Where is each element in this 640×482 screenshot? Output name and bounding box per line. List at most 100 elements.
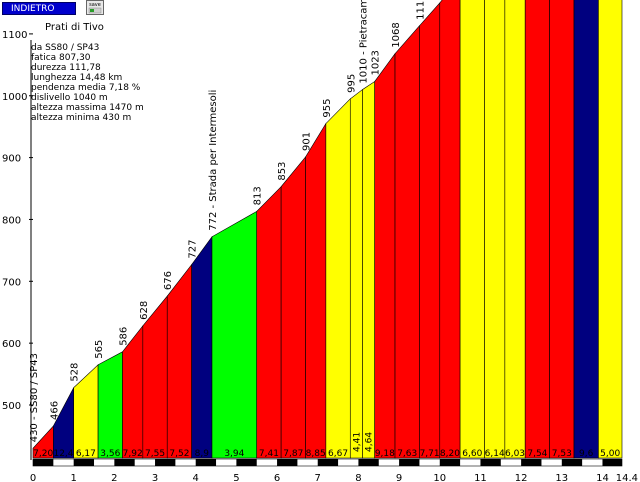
x-tick-label-12: 12 bbox=[515, 473, 528, 482]
elevation-label-13: 995 bbox=[346, 74, 357, 93]
gradient-label-15: 9,18 bbox=[375, 449, 395, 459]
info-line-2: durezza 111,78 bbox=[31, 63, 101, 73]
gradient-label-23: 7,53 bbox=[552, 449, 572, 459]
x-tick-label-9: 9 bbox=[396, 473, 402, 482]
gradient-label-18: 8,20 bbox=[440, 449, 460, 459]
gradient-label-22: 7,54 bbox=[527, 449, 547, 459]
gradient-label-25: 5,00 bbox=[600, 449, 620, 459]
x-tick-label-3: 3 bbox=[152, 473, 158, 482]
x-tick-label-5: 5 bbox=[233, 473, 239, 482]
km-strip-block-3 bbox=[155, 459, 176, 466]
km-strip-block-2 bbox=[114, 459, 135, 466]
x-tick-label-4: 4 bbox=[193, 473, 199, 482]
gradient-label-13: 4,41 bbox=[352, 432, 362, 452]
km-strip-block-5 bbox=[236, 459, 257, 466]
elevation-label-11: 901 bbox=[302, 132, 313, 151]
elevation-label-10: 853 bbox=[277, 162, 288, 181]
elevation-label-5: 628 bbox=[139, 301, 150, 320]
elevation-label-0: 430 - SS80 / SP43 bbox=[29, 353, 40, 442]
gradient-segment-15 bbox=[374, 52, 396, 459]
km-strip-block-1 bbox=[73, 459, 95, 466]
gradient-segment-14 bbox=[362, 80, 375, 459]
gradient-segment-8 bbox=[211, 210, 258, 459]
info-line-6: altezza massima 1470 m bbox=[31, 103, 144, 113]
elevation-label-1: 466 bbox=[49, 401, 60, 420]
gradient-label-24: 9,6 bbox=[579, 449, 594, 459]
elevation-label-6: 676 bbox=[163, 271, 174, 290]
x-tick-label-0: 0 bbox=[30, 473, 36, 482]
km-strip-block-4 bbox=[195, 459, 217, 466]
gradient-label-10: 7,87 bbox=[283, 449, 303, 459]
km-strip-block-11 bbox=[480, 459, 501, 466]
gradient-label-7: 8,9 bbox=[195, 449, 210, 459]
elevation-label-16: 1068 bbox=[391, 22, 402, 47]
y-tick-label-2: 700 bbox=[2, 277, 21, 288]
gradient-segment-17 bbox=[419, 2, 441, 459]
gradient-segment-13 bbox=[349, 88, 363, 459]
gradient-label-9: 7,41 bbox=[259, 449, 279, 459]
gradient-segment-23 bbox=[549, 0, 575, 459]
elevation-label-3: 565 bbox=[94, 340, 105, 359]
gradient-label-16: 7,63 bbox=[397, 449, 417, 459]
elevation-label-9: 813 bbox=[253, 186, 264, 205]
elevation-label-15: 1023 bbox=[371, 50, 382, 75]
elevation-label-2: 528 bbox=[70, 363, 81, 382]
gradient-label-11: 8,85 bbox=[306, 449, 326, 459]
x-tick-label-11: 11 bbox=[474, 473, 487, 482]
gradient-label-14: 4,64 bbox=[365, 432, 375, 452]
km-strip-block-12 bbox=[521, 459, 542, 466]
save-icon[interactable]: save bbox=[86, 0, 104, 15]
point-labels: 430 - SS80 / SP43 466 528 565 586 628 676 727 77… bbox=[29, 0, 426, 442]
gradient-segment-11 bbox=[305, 122, 327, 459]
x-tick-label-2: 2 bbox=[111, 473, 117, 482]
km-strip-block-14 bbox=[602, 459, 622, 466]
gradient-segment-16 bbox=[394, 25, 420, 459]
x-tick-label-8: 8 bbox=[355, 473, 361, 482]
elevation-label-8: 772 - Strada per Intermesoli bbox=[208, 90, 219, 231]
x-tick-label-7: 7 bbox=[315, 473, 321, 482]
x-tick-label-6: 6 bbox=[274, 473, 280, 482]
gradient-label-20: 6,14 bbox=[485, 449, 505, 459]
back-button[interactable]: INDIETRO bbox=[2, 2, 76, 15]
info-line-4: pendenza media 7,18 % bbox=[31, 83, 141, 93]
save-label: save bbox=[89, 2, 101, 8]
info-line-5: dislivello 1040 m bbox=[31, 93, 108, 103]
gradient-segment-9 bbox=[256, 185, 282, 459]
y-tick-label-6: 1100 bbox=[2, 30, 27, 41]
km-strip-block-9 bbox=[399, 459, 420, 466]
gradient-label-8: 3,94 bbox=[224, 449, 244, 459]
y-tick-label-4: 900 bbox=[2, 154, 21, 165]
elevation-label-4: 586 bbox=[118, 327, 129, 346]
profile-segments: 7,20 12,4 6,17 3,56 7,92 7,55 7,52 8,9 3,94 7,41 7… bbox=[32, 0, 623, 459]
gradient-segment-22 bbox=[524, 0, 550, 459]
gradient-label-19: 6,60 bbox=[462, 449, 482, 459]
info-line-3: lunghezza 14,48 km bbox=[31, 73, 122, 83]
elevation-label-14: 1010 - Pietracamela bbox=[358, 0, 369, 84]
gradient-label-1: 12,4 bbox=[53, 449, 73, 459]
km-strip-block-10 bbox=[439, 459, 461, 466]
gradient-segment-10 bbox=[280, 156, 306, 459]
x-tick-label-1: 1 bbox=[70, 473, 76, 482]
y-tick-label-1: 600 bbox=[2, 339, 21, 350]
gradient-label-17: 7,71 bbox=[420, 449, 440, 459]
y-tick-label-0: 500 bbox=[2, 401, 21, 412]
y-tick-label-5: 1000 bbox=[2, 92, 27, 103]
gradient-label-0: 7,20 bbox=[33, 449, 53, 459]
gradient-segment-1 bbox=[53, 387, 74, 459]
km-strip-block-7 bbox=[317, 459, 339, 466]
km-strip-block-13 bbox=[561, 459, 583, 466]
gradient-segment-6 bbox=[166, 263, 192, 459]
gradient-segment-25 bbox=[598, 0, 623, 459]
x-tick-label-15: 14.4 bbox=[616, 473, 638, 482]
gradient-label-5: 7,55 bbox=[145, 449, 165, 459]
info-line-0: da SS80 / SP43 bbox=[31, 43, 99, 53]
elevation-label-7: 727 bbox=[188, 240, 199, 259]
x-tick-label-14: 14 bbox=[596, 473, 609, 482]
gradient-label-6: 7,52 bbox=[169, 449, 189, 459]
gradient-segment-19 bbox=[459, 0, 485, 459]
gradient-label-4: 7,92 bbox=[123, 449, 143, 459]
gradient-segment-20 bbox=[484, 0, 506, 459]
km-strip-block-0 bbox=[33, 459, 54, 466]
km-strip-block-8 bbox=[358, 459, 379, 466]
